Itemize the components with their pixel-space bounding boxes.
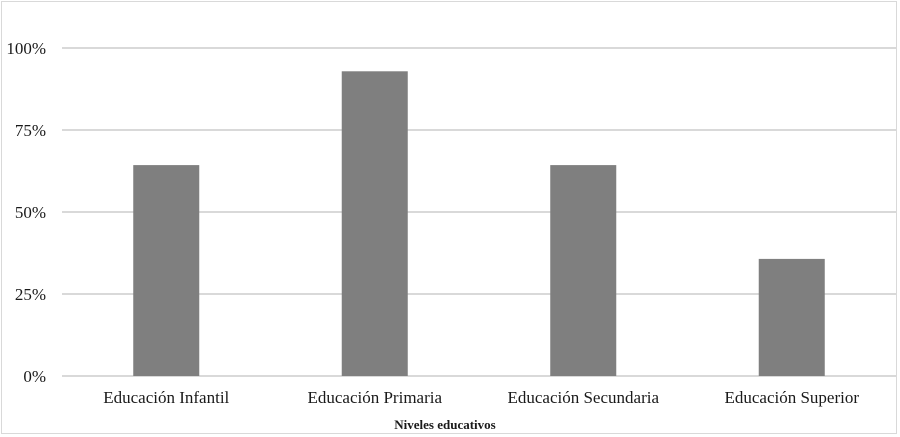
x-axis-title: Niveles educativos [394, 417, 495, 432]
gridlines [62, 47, 896, 377]
x-category-label: Educación Primaria [307, 388, 442, 407]
y-tick-label: 75% [15, 121, 46, 140]
y-tick-label: 25% [15, 285, 46, 304]
y-tick-label: 50% [15, 203, 46, 222]
bar [550, 165, 617, 376]
bars [133, 71, 825, 377]
bar [758, 258, 825, 376]
y-tick-label: 0% [23, 367, 46, 386]
x-category-label: Educación Secundaria [507, 388, 659, 407]
y-tick-label: 100% [6, 39, 46, 58]
bar [133, 165, 200, 376]
y-axis-tick-labels: 0% 25% 50% 75% 100% [6, 39, 46, 386]
x-category-label: Educación Superior [724, 388, 859, 407]
x-axis-category-labels: Educación Infantil Educación Primaria Educ… [103, 388, 859, 407]
x-category-label: Educación Infantil [103, 388, 229, 407]
bar [341, 71, 408, 377]
